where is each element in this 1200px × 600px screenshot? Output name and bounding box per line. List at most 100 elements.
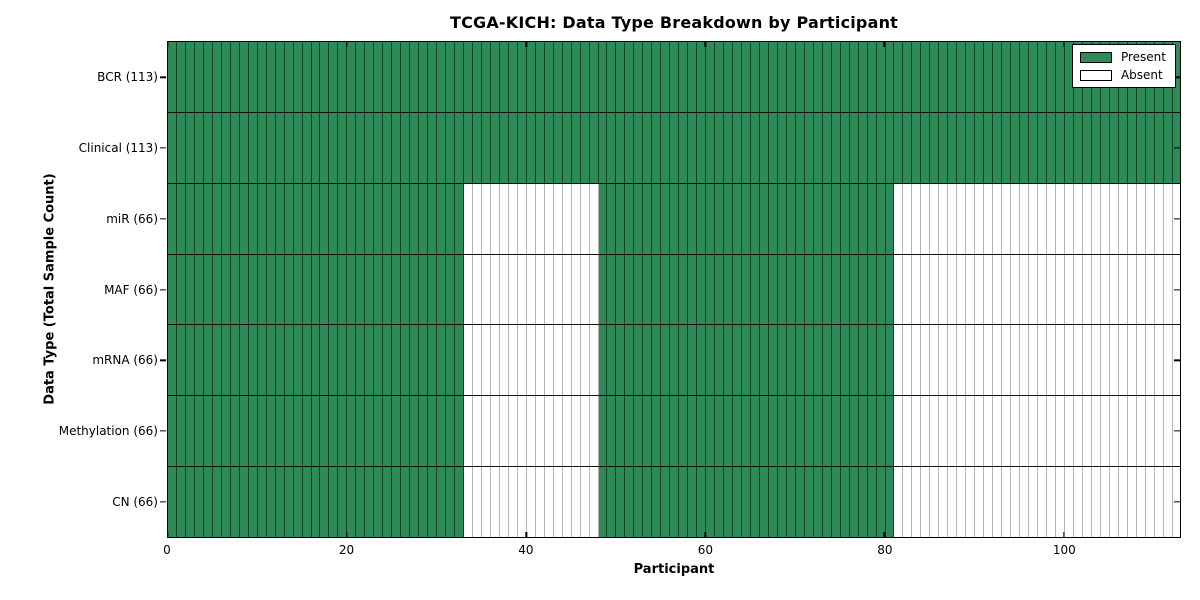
heatmap-cell <box>1172 396 1181 467</box>
heatmap-cell <box>822 42 832 112</box>
heatmap-cell <box>1037 112 1047 183</box>
heatmap-cell <box>490 183 500 254</box>
heatmap-cell <box>176 467 186 538</box>
heatmap-cell <box>939 183 949 254</box>
heatmap-cell <box>428 42 438 112</box>
heatmap-cell <box>598 396 608 467</box>
heatmap-cell <box>804 325 814 396</box>
heatmap-cell <box>625 396 635 467</box>
y-tick-label: mRNA (66) <box>92 353 158 368</box>
heatmap-cell <box>230 467 240 538</box>
heatmap-cell <box>508 112 518 183</box>
heatmap-cell <box>329 325 339 396</box>
heatmap-cell <box>275 325 285 396</box>
heatmap-cell <box>966 396 976 467</box>
y-tick-mark <box>160 218 166 220</box>
heatmap-cell <box>356 254 366 325</box>
heatmap-cell <box>490 254 500 325</box>
heatmap-cell <box>867 112 877 183</box>
heatmap-cell <box>553 325 563 396</box>
heatmap-cell <box>885 183 895 254</box>
heatmap-cell <box>455 112 464 183</box>
heatmap-cell <box>759 467 769 538</box>
heatmap-cell <box>903 42 913 112</box>
heatmap-cell <box>266 183 276 254</box>
heatmap-cell <box>813 396 823 467</box>
heatmap-cell <box>1082 112 1092 183</box>
heatmap-cell <box>535 396 545 467</box>
heatmap-cell <box>338 467 348 538</box>
heatmap-cell <box>490 325 500 396</box>
heatmap-cell <box>786 112 796 183</box>
heatmap-cell <box>948 254 958 325</box>
heatmap-cell <box>455 183 464 254</box>
heatmap-cell <box>535 42 545 112</box>
heatmap-cell <box>410 112 420 183</box>
heatmap-cell <box>930 467 940 538</box>
heatmap-cell <box>266 396 276 467</box>
heatmap-cell <box>383 183 393 254</box>
heatmap-cell <box>921 467 931 538</box>
heatmap-cell <box>428 183 438 254</box>
heatmap-cell <box>589 467 599 538</box>
heatmap-cell <box>472 254 482 325</box>
heatmap-cell <box>266 42 276 112</box>
heatmap-cell <box>831 183 841 254</box>
heatmap-cell <box>419 112 429 183</box>
heatmap-cell <box>697 112 707 183</box>
heatmap-cell <box>975 183 985 254</box>
heatmap-cell <box>921 183 931 254</box>
heatmap-cell <box>571 254 581 325</box>
heatmap-cell <box>661 42 671 112</box>
heatmap-cell <box>185 254 195 325</box>
heatmap-cell <box>1091 396 1101 467</box>
heatmap-cell <box>338 112 348 183</box>
heatmap-cell <box>688 42 698 112</box>
heatmap-cell <box>275 254 285 325</box>
heatmap-cell <box>894 467 904 538</box>
heatmap-cell <box>616 467 626 538</box>
heatmap-cell <box>777 183 787 254</box>
heatmap-cell <box>903 325 913 396</box>
heatmap-cell <box>679 254 689 325</box>
heatmap-cell <box>401 254 411 325</box>
heatmap-cell <box>446 112 455 183</box>
heatmap-cell <box>338 396 348 467</box>
heatmap-cell <box>661 112 671 183</box>
heatmap-cell <box>571 325 581 396</box>
heatmap-cell <box>203 467 213 538</box>
heatmap-cell <box>885 325 895 396</box>
heatmap-cell <box>221 467 231 538</box>
heatmap-cell <box>455 396 464 467</box>
heatmap-cell <box>508 183 518 254</box>
heatmap-cell <box>688 183 698 254</box>
heatmap-cell <box>616 325 626 396</box>
heatmap-cell <box>176 254 186 325</box>
heatmap-cell <box>921 112 931 183</box>
heatmap-cell <box>356 396 366 467</box>
heatmap-cell <box>410 254 420 325</box>
heatmap-cell <box>1100 467 1110 538</box>
heatmap-cell <box>984 254 994 325</box>
heatmap-cell <box>849 183 859 254</box>
heatmap-cell <box>804 254 814 325</box>
heatmap-cell <box>715 254 725 325</box>
heatmap-cell <box>356 325 366 396</box>
heatmap-cell <box>302 183 312 254</box>
heatmap-cell <box>1154 254 1164 325</box>
heatmap-cell <box>643 325 653 396</box>
heatmap-cell <box>257 112 267 183</box>
heatmap-cell <box>553 467 563 538</box>
heatmap-cell <box>966 183 976 254</box>
heatmap-cell <box>302 325 312 396</box>
heatmap-cell <box>401 42 411 112</box>
heatmap-cell <box>1073 467 1083 538</box>
y-tick-mark <box>160 288 166 291</box>
heatmap-cell <box>248 42 258 112</box>
heatmap-cell <box>750 396 760 467</box>
heatmap-cell <box>804 396 814 467</box>
heatmap-cell <box>1029 112 1038 183</box>
heatmap-cell <box>993 183 1003 254</box>
heatmap-cell <box>1002 254 1012 325</box>
heatmap-cell <box>616 42 626 112</box>
